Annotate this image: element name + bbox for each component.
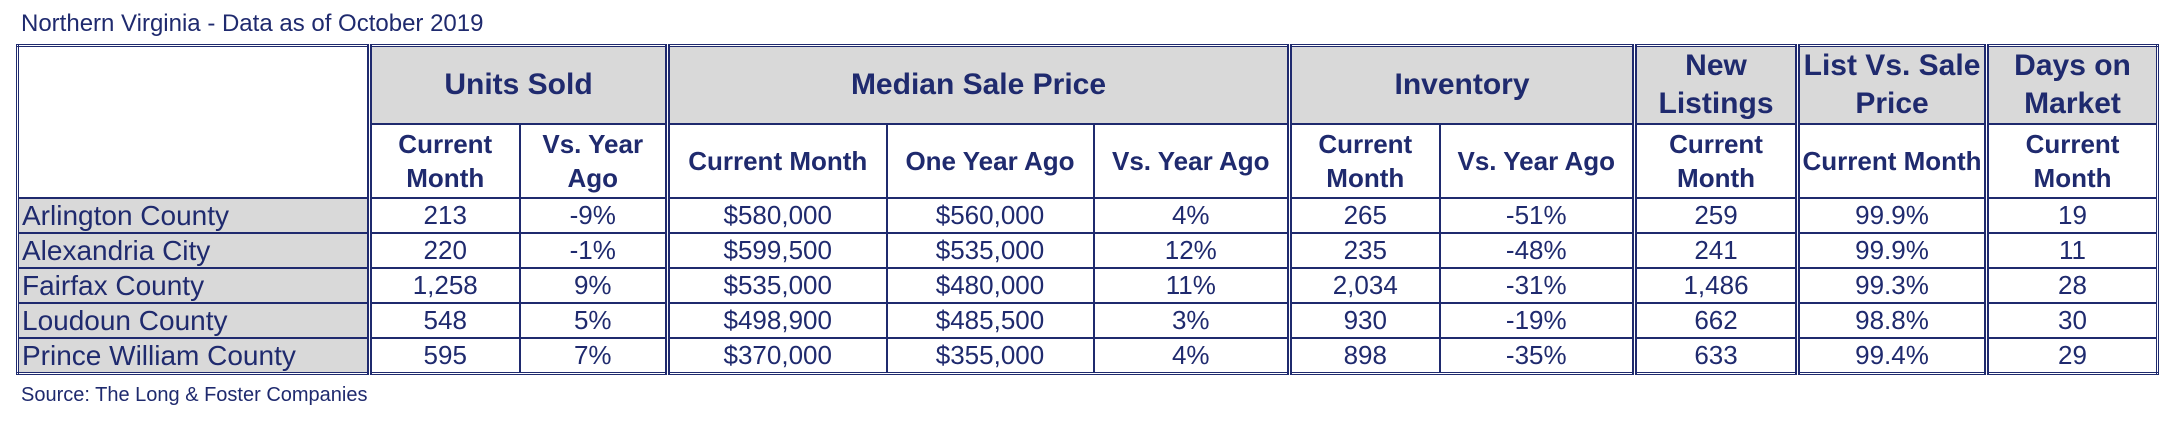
corner-cell [16,44,372,199]
inv-vs: -48% [1438,232,1638,269]
list-vs-sale: 98.8% [1796,302,1990,339]
days-on-market: 28 [1985,267,2159,304]
new-listings: 241 [1633,232,1801,269]
subheader-dom-current: Current Month [1985,123,2159,199]
msp-current: $580,000 [666,197,888,234]
list-vs-sale: 99.4% [1796,337,1990,375]
new-listings: 662 [1633,302,1801,339]
list-vs-sale: 99.3% [1796,267,1990,304]
inv-vs: -51% [1438,197,1638,234]
inv-current: 2,034 [1288,267,1441,304]
subheader-lvs-current: Current Month [1796,123,1990,199]
county-name: Prince William County [16,337,372,375]
county-name: Arlington County [16,197,372,234]
header-units-sold: Units Sold [368,44,670,125]
units-vs: 9% [518,267,670,304]
list-vs-sale: 99.9% [1796,197,1990,234]
msp-current: $498,900 [666,302,888,339]
msp-current: $535,000 [666,267,888,304]
header-days-on-market: Days on Market [1985,44,2159,125]
units-current: 220 [368,232,521,269]
subheader-inv-current: Current Month [1288,123,1441,199]
msp-year-ago: $485,500 [885,302,1095,339]
msp-current: $370,000 [666,337,888,375]
subheader-msp-vs: Vs. Year Ago [1092,123,1293,199]
units-vs: -1% [518,232,670,269]
subheader-inv-vs: Vs. Year Ago [1438,123,1638,199]
days-on-market: 29 [1985,337,2159,375]
header-list-vs-sale: List Vs. Sale Price [1796,44,1990,125]
units-current: 1,258 [368,267,521,304]
units-current: 213 [368,197,521,234]
inv-vs: -35% [1438,337,1638,375]
inv-current: 898 [1288,337,1441,375]
inv-current: 265 [1288,197,1441,234]
table-row: Fairfax County 1,258 9% $535,000 $480,00… [16,267,2159,304]
msp-year-ago: $535,000 [885,232,1095,269]
subheader-msp-current: Current Month [666,123,888,199]
new-listings: 633 [1633,337,1801,375]
county-name: Alexandria City [16,232,372,269]
table-title: Northern Virginia - Data as of October 2… [21,10,484,37]
subheader-nl-current: Current Month [1633,123,1801,199]
msp-vs: 4% [1092,197,1293,234]
msp-year-ago: $560,000 [885,197,1095,234]
units-vs: 7% [518,337,670,375]
msp-vs: 4% [1092,337,1293,375]
source-note: Source: The Long & Foster Companies [21,384,368,406]
subheader-units-current: Current Month [368,123,521,199]
subheader-units-vs: Vs. Year Ago [518,123,670,199]
days-on-market: 19 [1985,197,2159,234]
county-name: Loudoun County [16,302,372,339]
list-vs-sale: 99.9% [1796,232,1990,269]
inv-vs: -31% [1438,267,1638,304]
table-row: Prince William County 595 7% $370,000 $3… [16,337,2159,375]
table-row: Alexandria City 220 -1% $599,500 $535,00… [16,232,2159,269]
county-name: Fairfax County [16,267,372,304]
msp-year-ago: $355,000 [885,337,1095,375]
table-row: Arlington County 213 -9% $580,000 $560,0… [16,197,2159,234]
inv-current: 930 [1288,302,1441,339]
table-row: Loudoun County 548 5% $498,900 $485,500 … [16,302,2159,339]
days-on-market: 11 [1985,232,2159,269]
units-vs: -9% [518,197,670,234]
header-inventory: Inventory [1288,44,1638,125]
sub-header-row: Current Month Vs. Year Ago Current Month… [18,123,2159,199]
market-data-table: Units Sold Median Sale Price Inventory N… [16,44,2160,375]
group-header-row: Units Sold Median Sale Price Inventory N… [16,44,2159,199]
subheader-msp-one-year: One Year Ago [885,123,1095,199]
msp-vs: 3% [1092,302,1293,339]
msp-vs: 11% [1092,267,1293,304]
units-current: 595 [368,337,521,375]
msp-current: $599,500 [666,232,888,269]
units-vs: 5% [518,302,670,339]
header-median-sale-price: Median Sale Price [666,44,1293,125]
inv-current: 235 [1288,232,1441,269]
units-current: 548 [368,302,521,339]
inv-vs: -19% [1438,302,1638,339]
new-listings: 259 [1633,197,1801,234]
msp-vs: 12% [1092,232,1293,269]
days-on-market: 30 [1985,302,2159,339]
header-new-listings: New Listings [1633,44,1801,125]
new-listings: 1,486 [1633,267,1801,304]
msp-year-ago: $480,000 [885,267,1095,304]
